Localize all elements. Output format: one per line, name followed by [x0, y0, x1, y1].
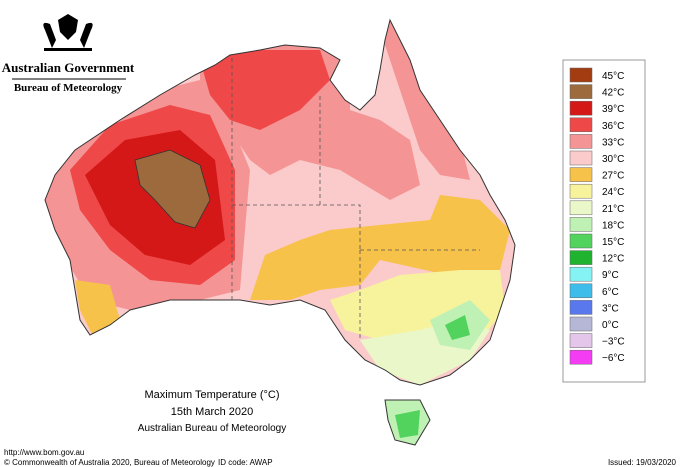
- legend-swatch: [569, 67, 593, 83]
- legend-swatch: [569, 134, 593, 149]
- legend-swatch: [569, 117, 593, 133]
- legend-swatch: [569, 217, 593, 232]
- map-date: 15th March 2020: [171, 406, 254, 418]
- legend-label: 42°C: [602, 88, 624, 99]
- footer-id: ID code: AWAP: [218, 458, 273, 467]
- legend-label: −3°C: [602, 337, 625, 348]
- legend-label: 3°C: [602, 303, 619, 314]
- legend-label: 27°C: [602, 171, 624, 182]
- legend-label: 36°C: [602, 121, 624, 132]
- legend-swatch: [569, 100, 593, 116]
- legend-swatch: [569, 349, 593, 365]
- legend-swatch: [569, 84, 593, 99]
- legend-label: 33°C: [602, 137, 624, 148]
- legend-label: 12°C: [602, 254, 624, 265]
- footer-copyright: © Commonwealth of Australia 2020, Bureau…: [4, 458, 215, 467]
- legend-swatch: [569, 167, 593, 182]
- region-15: [445, 315, 470, 340]
- legend-swatch: [569, 333, 593, 348]
- legend-swatch: [569, 300, 593, 315]
- crest: [43, 14, 93, 51]
- legend-swatch: [569, 183, 593, 199]
- region-15: [395, 410, 420, 438]
- gov-name: Australian Government: [2, 60, 135, 75]
- legend-label: 0°C: [602, 320, 619, 331]
- legend-label: −6°C: [602, 353, 625, 364]
- legend-label: 9°C: [602, 270, 619, 281]
- legend-label: 18°C: [602, 220, 624, 231]
- legend-label: 30°C: [602, 154, 624, 165]
- legend-swatch: [569, 266, 593, 282]
- legend-label: 6°C: [602, 287, 619, 298]
- footer-url: http://www.bom.gov.au: [4, 448, 84, 457]
- legend-swatch: [569, 250, 593, 265]
- map-source: Australian Bureau of Meteorology: [138, 423, 286, 434]
- legend-swatch: [569, 233, 593, 249]
- legend-swatch: [569, 200, 593, 216]
- legend-swatch: [569, 150, 593, 166]
- legend-label: 15°C: [602, 237, 624, 248]
- region-27: [75, 280, 120, 340]
- region-42: [134, 149, 211, 229]
- legend-label: 39°C: [602, 104, 624, 115]
- legend-swatch: [569, 283, 593, 299]
- agency-name: Bureau of Meteorology: [14, 82, 123, 94]
- footer-issued: Issued: 19/03/2020: [608, 458, 677, 467]
- map-title: Maximum Temperature (°C): [144, 389, 279, 401]
- legend-label: 45°C: [602, 71, 624, 82]
- legend-label: 21°C: [602, 204, 624, 215]
- legend-label: 24°C: [602, 187, 624, 198]
- region-36: [200, 50, 330, 130]
- coastline: [44, 18, 516, 446]
- legend-swatch: [569, 316, 593, 332]
- legend: 45°C 42°C 39°C 36°C 33°C 30°C 27°C 24°C 21°C 18°C…: [569, 67, 625, 365]
- state-borders: [231, 58, 480, 340]
